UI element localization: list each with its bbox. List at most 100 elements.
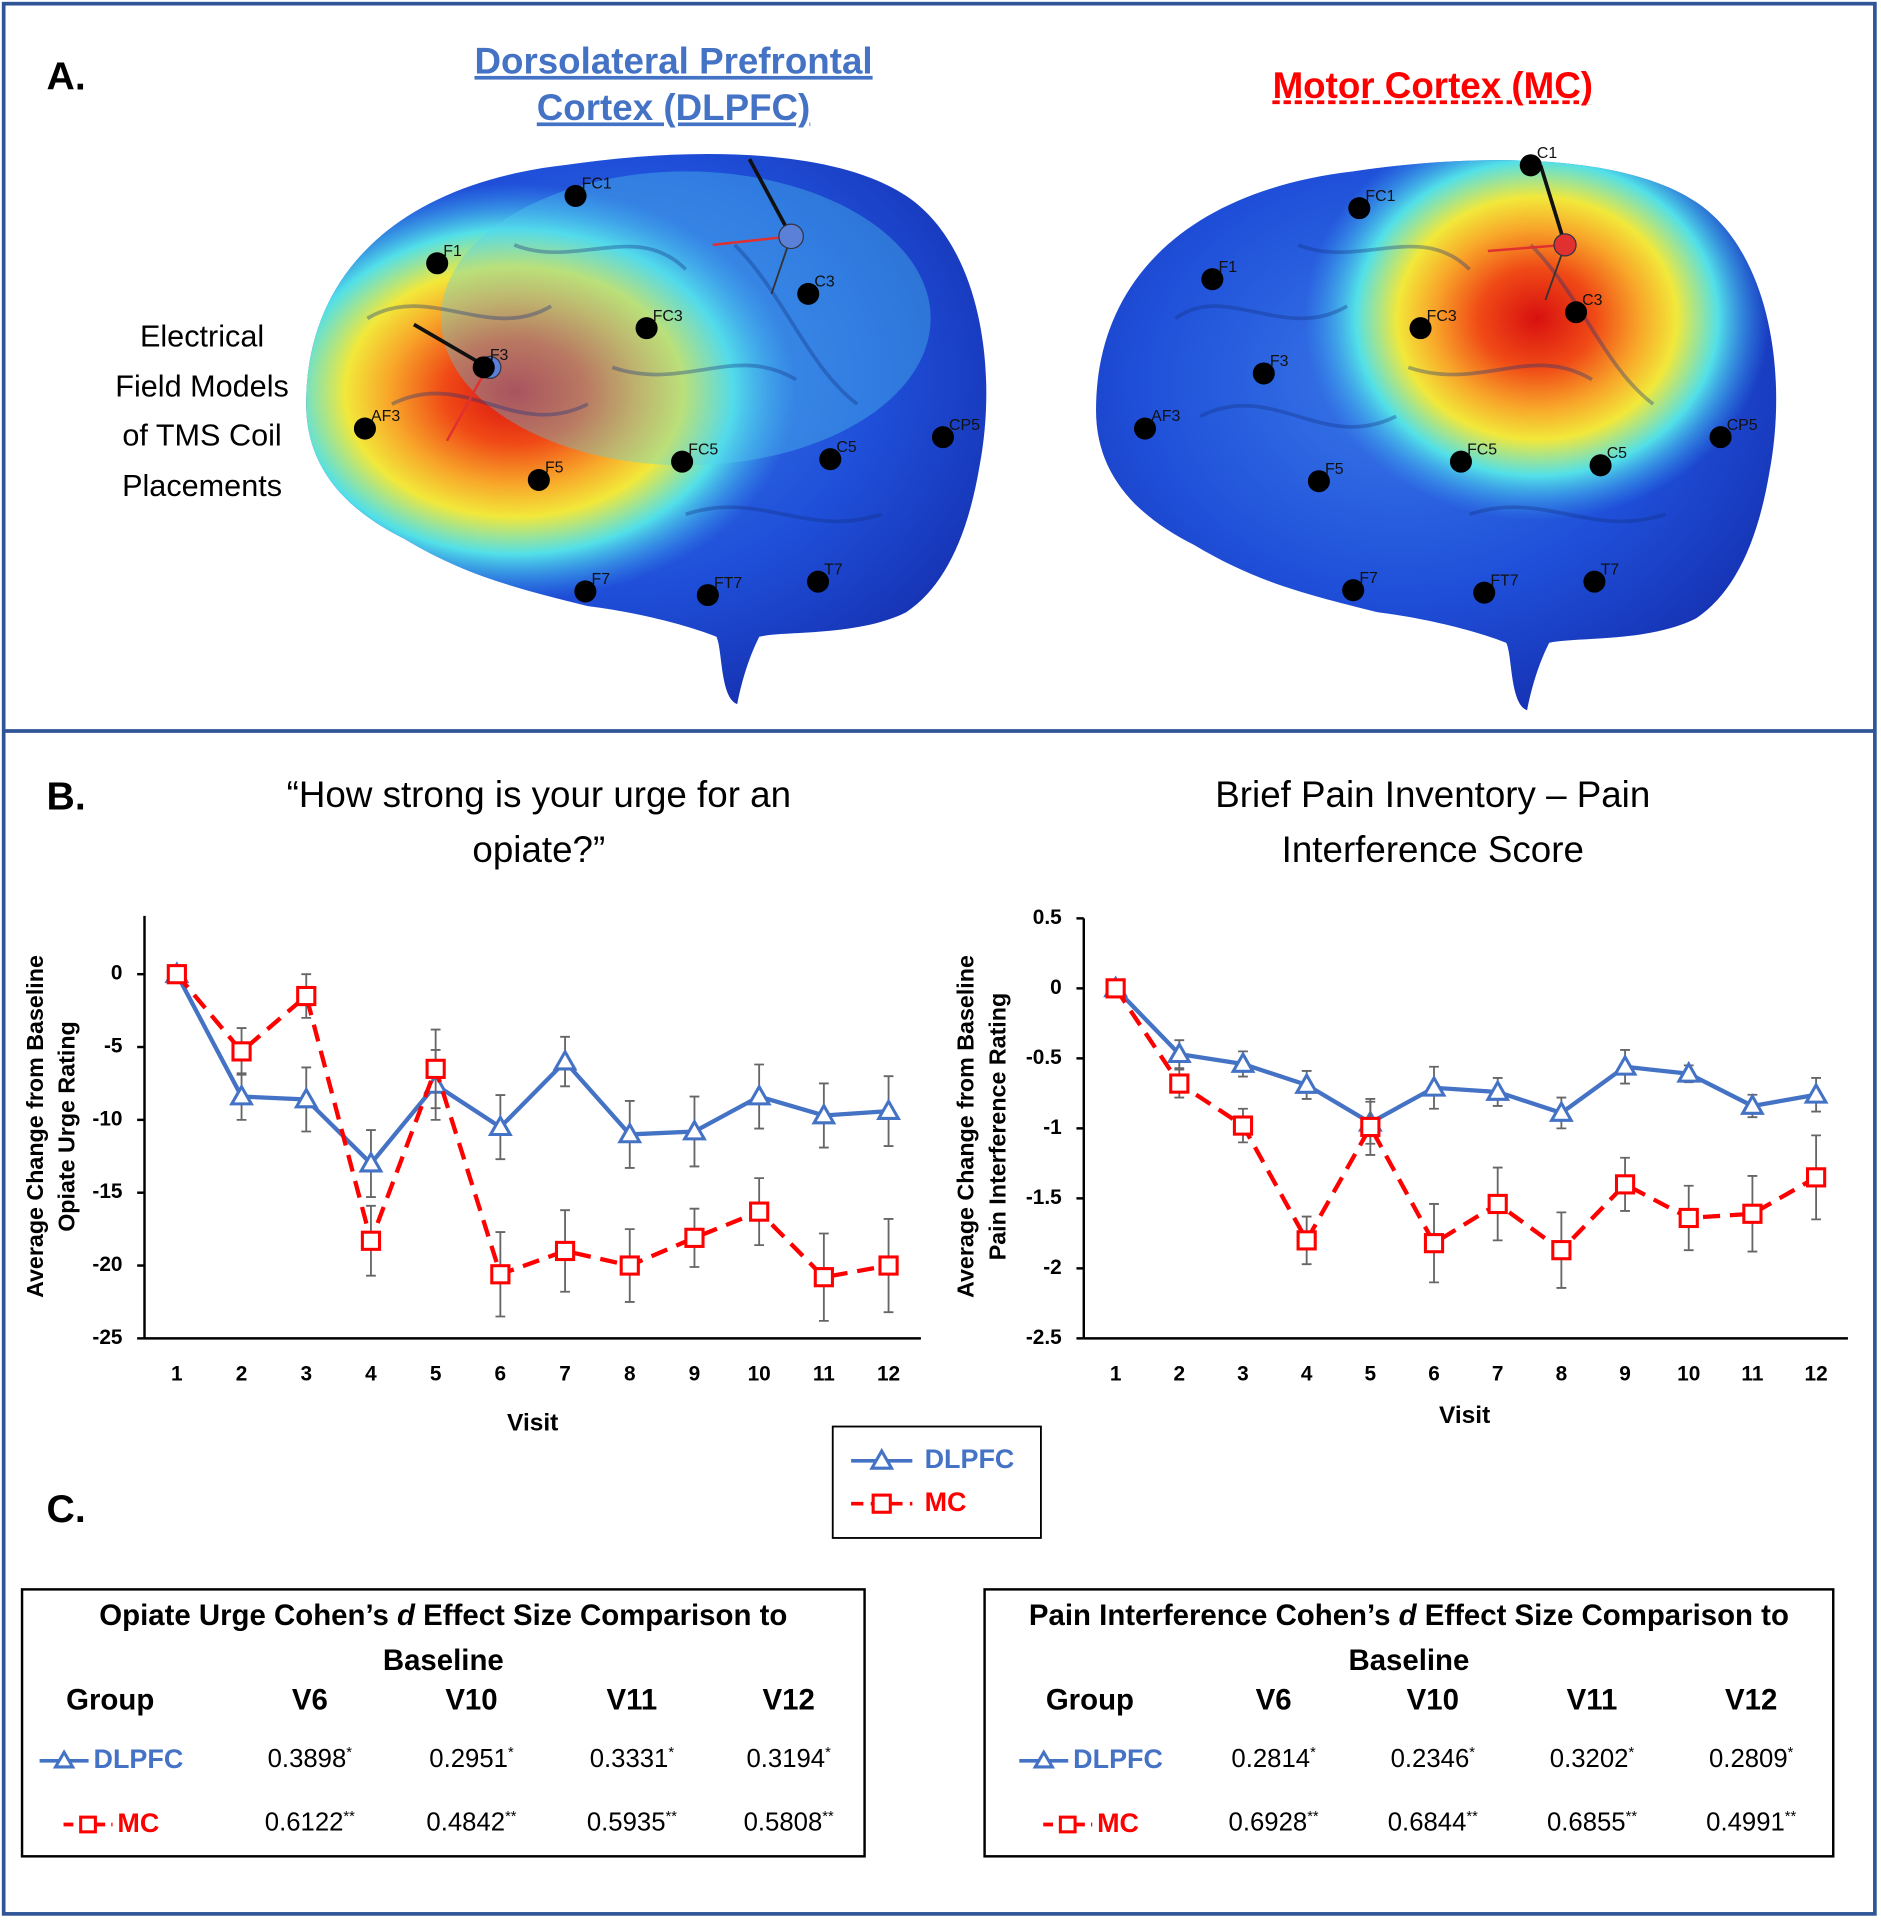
significance: * xyxy=(1787,1743,1794,1761)
legend-label: DLPFC xyxy=(925,1444,1015,1474)
electrode-label: C3 xyxy=(1582,292,1602,309)
effect-size: 0.3331 xyxy=(589,1744,669,1774)
y-tick-label: -15 xyxy=(92,1180,122,1203)
y-tick-label: -25 xyxy=(92,1326,122,1349)
side-label-line: Field Models xyxy=(115,369,289,404)
header-cell: V6 xyxy=(1255,1683,1292,1717)
header-cell: V10 xyxy=(1406,1683,1459,1717)
y-tick-label: 0 xyxy=(1050,976,1062,999)
series-line xyxy=(1114,986,1817,1126)
effect-size: 0.2951 xyxy=(429,1744,508,1774)
y-tick-label: -2 xyxy=(1043,1256,1062,1279)
group-cell: DLPFC xyxy=(1017,1744,1163,1776)
data-point xyxy=(1423,1233,1445,1254)
value-cell: 0.2814* xyxy=(1231,1744,1315,1775)
data-point xyxy=(1485,1079,1511,1101)
row-symbol-marker xyxy=(79,1815,97,1834)
data-point xyxy=(1739,1093,1765,1115)
electrode-label: FC5 xyxy=(1467,441,1497,458)
x-tick-label: 6 xyxy=(1428,1363,1440,1386)
brain-title: Motor Cortex (MC) xyxy=(1225,64,1641,111)
electrode-label: FC5 xyxy=(688,441,718,458)
panel-label: C. xyxy=(46,1486,86,1531)
electrode xyxy=(696,584,719,607)
group-name: DLPFC xyxy=(1073,1743,1163,1775)
data-point xyxy=(358,1150,384,1173)
x-tick-label: 5 xyxy=(1365,1363,1377,1386)
x-tick-label: 2 xyxy=(1174,1363,1186,1386)
electrode-label: T7 xyxy=(1601,561,1620,578)
series-line xyxy=(1113,987,1818,1253)
table-title: Pain Interference Cohen’s d Effect Size … xyxy=(986,1593,1832,1684)
significance: * xyxy=(1310,1743,1316,1761)
effect-size: 0.5808 xyxy=(743,1808,823,1837)
data-point xyxy=(360,1230,382,1251)
electrode xyxy=(1133,417,1157,440)
header-cell: V12 xyxy=(1725,1683,1778,1717)
y-axis-label: Opiate Urge Rating xyxy=(54,1021,80,1232)
x-tick-label: 8 xyxy=(624,1363,636,1386)
y-tick-label: -1.5 xyxy=(1026,1186,1062,1209)
electrode xyxy=(1409,317,1432,340)
series-line xyxy=(175,972,889,1280)
header-cell: V10 xyxy=(445,1683,498,1717)
x-tick-label: 2 xyxy=(236,1363,248,1386)
chart: -25-20-15-10-501 2 3 4 5 6 7 8 9 10 11 12VisitAvera… xyxy=(22,915,921,1437)
data-point xyxy=(1548,1100,1574,1122)
value-cell: 0.4842** xyxy=(426,1807,516,1838)
data-point xyxy=(166,964,187,985)
row-symbol-marker xyxy=(1058,1815,1077,1834)
effect-size: 0.6122 xyxy=(264,1808,344,1837)
data-point xyxy=(1487,1193,1508,1215)
electrode xyxy=(1252,362,1275,385)
electrode-label: F3 xyxy=(1270,353,1289,370)
x-axis-label: Visit xyxy=(507,1410,558,1437)
row-symbol-marker xyxy=(1032,1749,1056,1769)
chart-title: Brief Pain Inventory – Pain Interference… xyxy=(1215,775,1651,871)
y-tick-label: -20 xyxy=(92,1253,122,1276)
effect-size: 0.4991 xyxy=(1706,1808,1785,1837)
data-point xyxy=(619,1255,640,1276)
electrode xyxy=(1473,581,1496,604)
x-tick-label: 10 xyxy=(748,1363,771,1386)
brain-left xyxy=(306,154,987,705)
electrode-label: F7 xyxy=(1359,570,1378,587)
row-symbol-marker xyxy=(52,1749,76,1769)
electrode-label: F5 xyxy=(1325,461,1344,478)
data-point xyxy=(1166,1041,1192,1064)
x-tick-label: 12 xyxy=(877,1363,900,1386)
header-cell: V11 xyxy=(606,1683,658,1717)
data-point xyxy=(1678,1207,1699,1229)
data-point xyxy=(296,985,317,1007)
y-axis-label: Pain Interference Rating xyxy=(984,993,1010,1260)
electrode xyxy=(1589,454,1612,477)
brain-title-line: Cortex (DLPFC) xyxy=(536,88,811,129)
group-cell: MC xyxy=(1041,1807,1139,1839)
electrode xyxy=(931,426,954,449)
electrode-label: F3 xyxy=(490,347,509,364)
electrode xyxy=(1307,470,1330,493)
value-cell: 0.2809* xyxy=(1709,1744,1793,1775)
table-title-part: Effect Size Comparison to Baseline xyxy=(1348,1599,1789,1678)
electrode-label: FC3 xyxy=(653,308,683,325)
y-tick-label: 0.5 xyxy=(1033,906,1062,929)
x-tick-label: 4 xyxy=(1301,1363,1313,1386)
electrode xyxy=(353,417,376,440)
electrode-label: FC1 xyxy=(1365,188,1395,205)
y-tick-label: -5 xyxy=(104,1035,123,1058)
electrode xyxy=(807,570,830,593)
x-tick-label: 8 xyxy=(1556,1363,1568,1386)
x-tick-label: 9 xyxy=(689,1363,701,1386)
significance: ** xyxy=(1784,1807,1797,1825)
data-point xyxy=(1551,1240,1572,1261)
chart: -2.5-2-1.5-1-0.500.51 2 3 4 5 6 7 8 9 10 11 12Visit… xyxy=(953,906,1848,1429)
data-point xyxy=(876,1098,901,1120)
electrode xyxy=(635,317,658,340)
data-point xyxy=(1230,1051,1256,1073)
x-axis-label: Visit xyxy=(1439,1402,1490,1429)
electrode-label: CP5 xyxy=(1727,417,1758,434)
significance: ** xyxy=(822,1807,834,1825)
x-tick-label: 12 xyxy=(1805,1363,1828,1386)
electrode-label: C5 xyxy=(836,439,856,456)
